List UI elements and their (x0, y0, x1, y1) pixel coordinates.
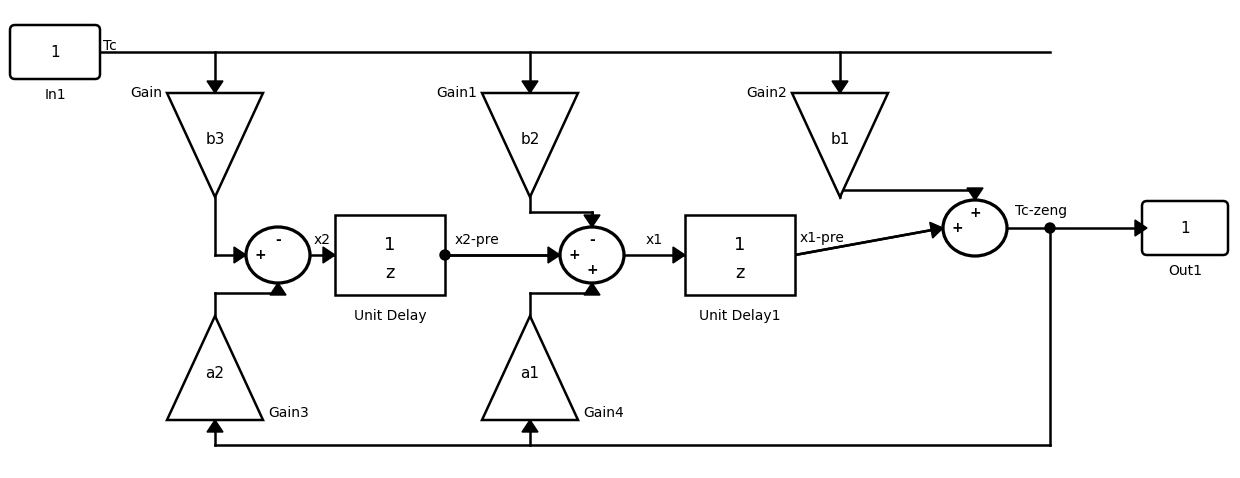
Polygon shape (207, 81, 223, 93)
Text: Gain3: Gain3 (268, 406, 309, 420)
Text: x1-pre: x1-pre (800, 231, 844, 245)
Text: 1: 1 (734, 236, 745, 254)
Text: +: + (569, 248, 580, 262)
Text: Gain4: Gain4 (583, 406, 624, 420)
Polygon shape (967, 188, 983, 200)
Polygon shape (522, 420, 538, 432)
Text: z: z (386, 264, 394, 282)
Text: In1: In1 (45, 88, 66, 102)
Text: +: + (254, 248, 267, 262)
FancyBboxPatch shape (1142, 201, 1228, 255)
Text: Unit Delay: Unit Delay (353, 309, 427, 323)
Bar (335, 215, 445, 295)
Text: -: - (589, 233, 595, 247)
Polygon shape (167, 93, 263, 197)
Polygon shape (584, 215, 600, 227)
Polygon shape (167, 316, 263, 420)
Text: Out1: Out1 (1168, 264, 1202, 278)
Text: x2-pre: x2-pre (455, 233, 500, 247)
Polygon shape (270, 283, 286, 295)
Ellipse shape (246, 227, 310, 283)
Polygon shape (673, 247, 684, 263)
Text: Tc-zeng: Tc-zeng (1016, 204, 1068, 218)
Text: 1: 1 (384, 236, 396, 254)
Text: 1: 1 (1180, 220, 1190, 236)
FancyBboxPatch shape (10, 25, 100, 79)
Ellipse shape (942, 200, 1007, 256)
Text: b3: b3 (206, 132, 224, 148)
Polygon shape (584, 283, 600, 295)
Polygon shape (207, 420, 223, 432)
Polygon shape (322, 247, 335, 263)
Text: a1: a1 (521, 366, 539, 380)
Polygon shape (234, 247, 246, 263)
Text: Gain2: Gain2 (746, 86, 787, 100)
Polygon shape (832, 81, 848, 93)
Polygon shape (792, 93, 888, 197)
Polygon shape (1135, 220, 1147, 236)
Bar (684, 215, 795, 295)
Text: Unit Delay1: Unit Delay1 (699, 309, 781, 323)
Circle shape (1045, 223, 1055, 233)
Text: +: + (970, 206, 981, 219)
Polygon shape (482, 316, 578, 420)
Text: b2: b2 (521, 132, 539, 148)
Text: x2: x2 (314, 233, 331, 247)
Text: -: - (275, 233, 281, 247)
Text: b1: b1 (831, 132, 849, 148)
Text: a2: a2 (206, 366, 224, 380)
Text: Gain: Gain (130, 86, 162, 100)
Ellipse shape (560, 227, 624, 283)
Circle shape (440, 250, 450, 260)
Polygon shape (930, 222, 942, 238)
Polygon shape (548, 247, 560, 263)
Text: Tc: Tc (103, 39, 117, 53)
Polygon shape (522, 81, 538, 93)
Text: +: + (587, 263, 598, 277)
Text: 1: 1 (50, 44, 60, 59)
Text: x1: x1 (646, 233, 662, 247)
Text: z: z (735, 264, 745, 282)
Polygon shape (482, 93, 578, 197)
Text: Gain1: Gain1 (436, 86, 477, 100)
Text: +: + (951, 221, 963, 235)
